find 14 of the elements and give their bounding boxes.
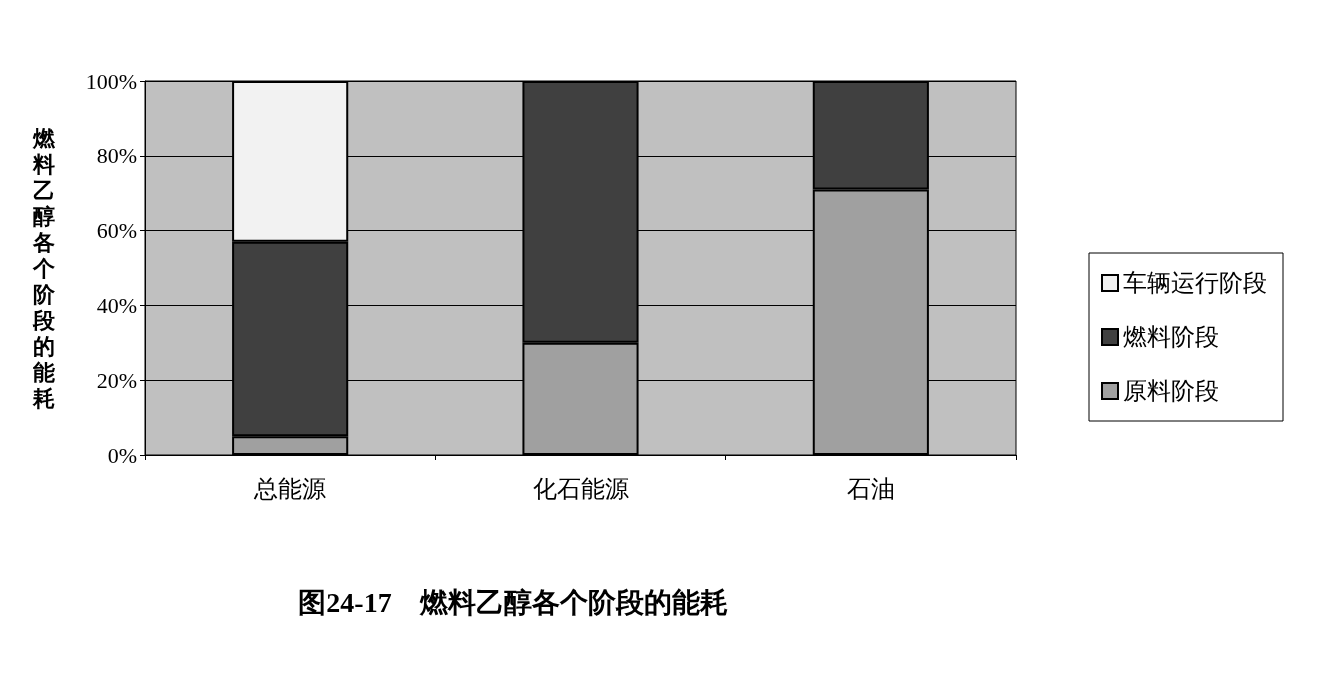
x-tick-label: 石油 xyxy=(846,476,895,502)
legend-label: 原料阶段 xyxy=(1123,378,1219,404)
y-tick-label: 0% xyxy=(107,442,137,468)
legend-label: 车辆运行阶段 xyxy=(1123,270,1267,296)
text: 图24-17 燃料乙醇各个阶段的能耗 xyxy=(298,586,728,618)
x-tick-label: 总能源 xyxy=(253,476,327,502)
y-tick-label: 40% xyxy=(96,292,137,318)
y-tick-label: 80% xyxy=(96,143,137,169)
y-tick-label: 60% xyxy=(96,218,137,244)
legend-label: 燃料阶段 xyxy=(1123,324,1219,350)
text: 燃料乙醇各个阶段的能耗 xyxy=(33,125,55,411)
y-tick-label: 20% xyxy=(96,367,137,393)
y-tick-label: 100% xyxy=(85,68,137,94)
x-tick-label: 化石能源 xyxy=(532,476,629,502)
